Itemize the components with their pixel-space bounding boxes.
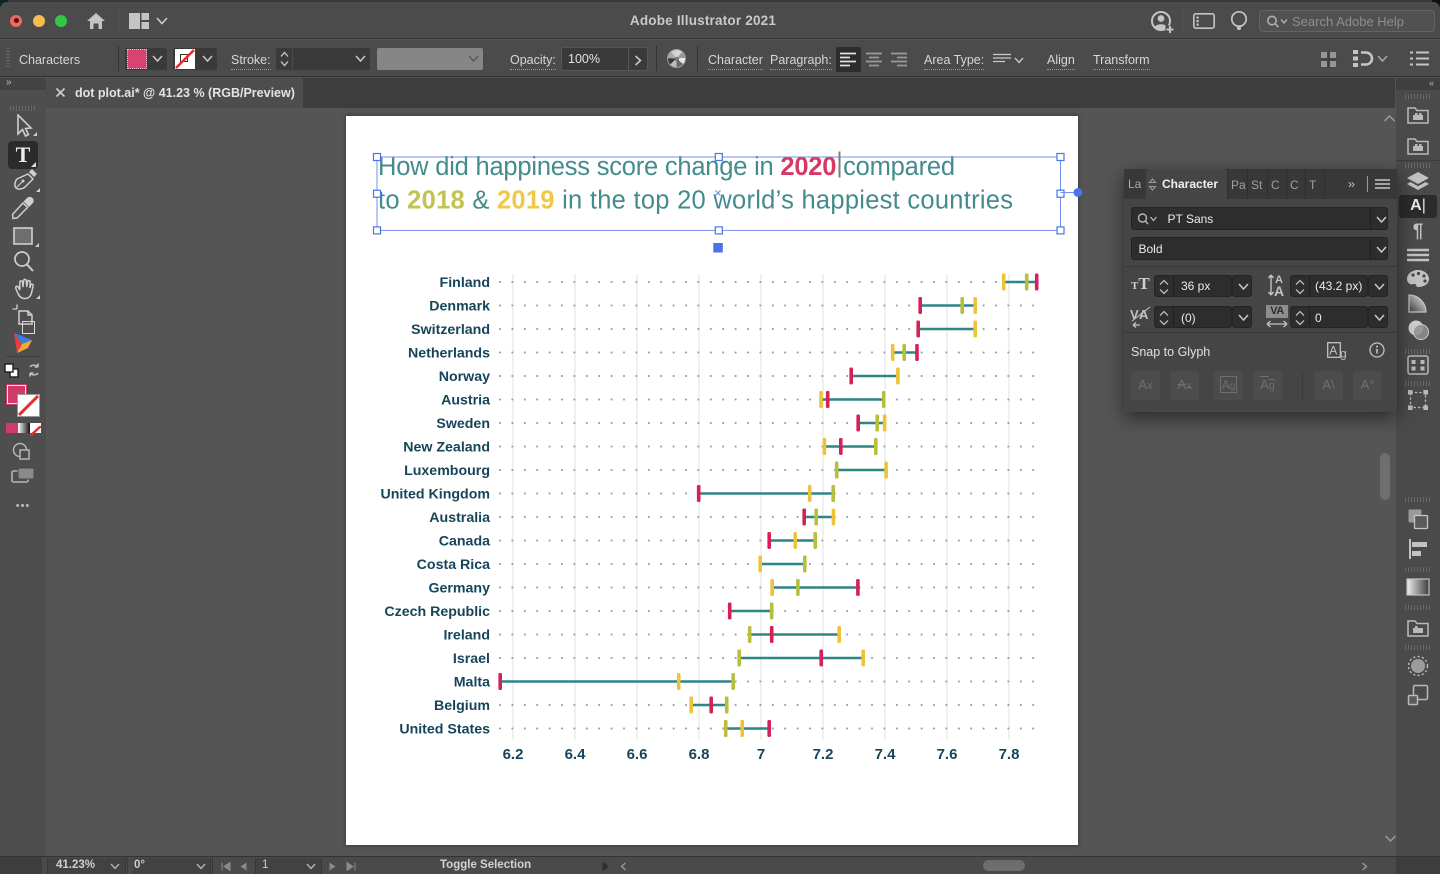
svg-text:Denmark: Denmark [429, 299, 490, 315]
svg-text:Ireland: Ireland [443, 628, 490, 644]
svg-text:Belgium: Belgium [434, 698, 490, 714]
svg-text:A: A [1275, 274, 1283, 286]
svg-text:Austria: Austria [441, 393, 490, 409]
svg-text:A: A [1139, 307, 1149, 322]
svg-text:Costa Rica: Costa Rica [417, 557, 490, 573]
svg-text:7.8: 7.8 [999, 746, 1020, 763]
svg-text:Luxembourg: Luxembourg [404, 463, 490, 479]
svg-text:Norway: Norway [439, 369, 490, 385]
svg-text:Czech Republic: Czech Republic [384, 604, 490, 620]
svg-text:V: V [1130, 307, 1139, 322]
svg-text:7.6: 7.6 [937, 746, 958, 763]
svg-text:United Kingdom: United Kingdom [380, 487, 490, 503]
svg-text:Australia: Australia [429, 510, 490, 526]
svg-text:6.6: 6.6 [627, 746, 648, 763]
svg-text:6.8: 6.8 [689, 746, 710, 763]
svg-text:Switzerland: Switzerland [411, 322, 490, 338]
svg-text:6.4: 6.4 [565, 746, 587, 763]
svg-text:Finland: Finland [440, 275, 490, 291]
svg-text:New Zealand: New Zealand [403, 440, 490, 456]
svg-text:United States: United States [399, 722, 490, 738]
svg-text:Netherlands: Netherlands [408, 346, 490, 362]
svg-text:to 2018 & 2019 in the top 20 w: to 2018 & 2019 in the top 20 world’s hap… [378, 187, 1013, 215]
svg-text:Israel: Israel [453, 651, 490, 667]
svg-text:7: 7 [757, 746, 765, 763]
svg-text:A: A [1274, 283, 1284, 298]
svg-text:How did happiness score change: How did happiness score change in 2020 c… [378, 153, 955, 181]
svg-text:Germany: Germany [428, 581, 490, 597]
svg-text:A: A [1329, 344, 1337, 358]
svg-text:Malta: Malta [454, 675, 490, 691]
svg-text:g: g [1340, 347, 1347, 361]
svg-text:7.2: 7.2 [813, 746, 834, 763]
svg-text:7.4: 7.4 [875, 746, 897, 763]
svg-text:Canada: Canada [439, 534, 490, 550]
svg-text:6.2: 6.2 [503, 746, 524, 763]
svg-text:Sweden: Sweden [436, 416, 490, 432]
